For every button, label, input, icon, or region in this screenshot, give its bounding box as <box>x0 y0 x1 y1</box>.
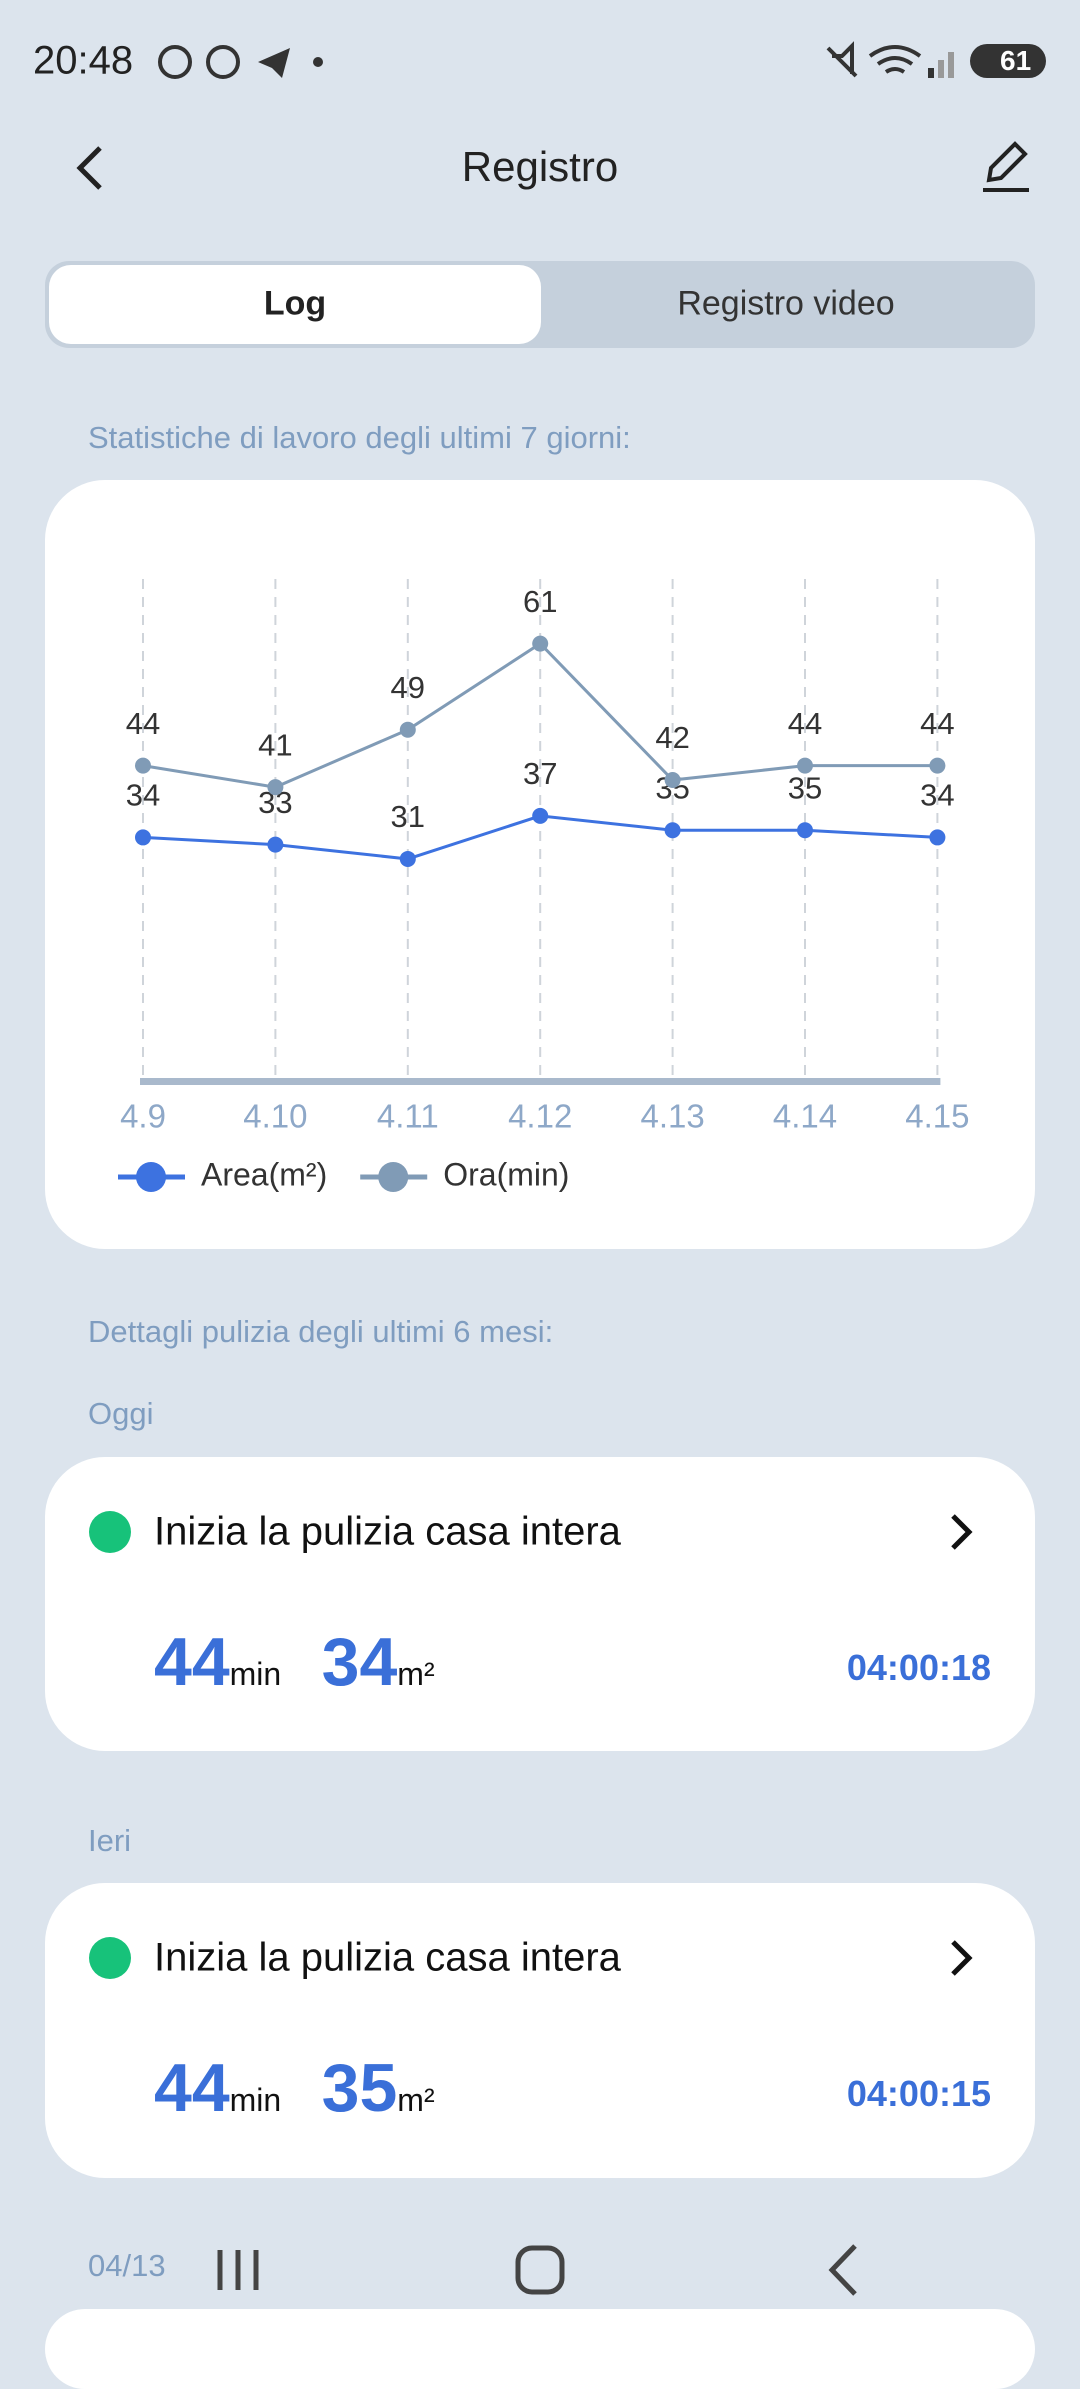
data-point <box>664 772 681 788</box>
data-label: 34 <box>126 778 160 813</box>
navigation-bar <box>217 2244 857 2296</box>
page-title: Registro <box>461 143 619 190</box>
record-title: Inizia la pulizia casa intera <box>154 1935 621 1980</box>
edit-button[interactable] <box>975 138 1035 198</box>
chevron[interactable] <box>945 1512 979 1552</box>
section-label: Statistiche di lavoro degli ultimi 7 gio… <box>88 420 631 455</box>
data-point <box>532 635 549 652</box>
battery <box>970 44 1046 78</box>
chart-card: 4.94.104.114.124.134.144.153433313735353… <box>45 480 1035 1249</box>
record-date: 04/13 <box>88 2248 166 2283</box>
data-point <box>267 779 284 796</box>
record-date: Ieri <box>88 1823 132 1858</box>
recent-apps[interactable] <box>217 2250 259 2290</box>
data-label: 31 <box>391 799 425 834</box>
minutes: 44 <box>154 2050 230 2126</box>
battery-level: 61 <box>1000 45 1032 76</box>
chart: 4.94.104.114.124.134.144.153433313735353… <box>118 579 970 1192</box>
record-title: Inizia la pulizia casa intera <box>154 1509 621 1554</box>
section-label: Dettagli pulizia degli ultimi 6 mesi: <box>88 1314 554 1349</box>
legend-swatch-dot <box>136 1162 166 1192</box>
data-label: 61 <box>523 584 557 619</box>
record-time: 04:00:15 <box>846 2073 991 2114</box>
x-tick-label: 4.13 <box>640 1098 704 1135</box>
data-point <box>929 757 946 774</box>
data-label: 44 <box>788 706 822 741</box>
area: 35 <box>321 2050 398 2126</box>
legend-label: Area(m²) <box>201 1156 327 1192</box>
data-point <box>267 836 284 853</box>
data-label: 44 <box>126 706 160 741</box>
data-label: 49 <box>391 670 425 705</box>
minutes: 44 <box>154 1624 230 1700</box>
tab-active[interactable] <box>49 265 541 344</box>
data-point <box>399 850 416 867</box>
record-card[interactable]: Inizia la pulizia casa intera 44min 35m²… <box>45 1883 1035 2178</box>
x-tick-label: 4.12 <box>508 1098 572 1135</box>
record-stats: 44min 34m² <box>154 1622 435 1721</box>
x-tick-label: 4.10 <box>243 1098 307 1135</box>
record-card[interactable] <box>45 2309 1035 2389</box>
data-point <box>929 829 946 846</box>
x-tick-label: 4.11 <box>377 1098 439 1135</box>
data-point <box>797 822 813 839</box>
legend-label: Ora(min) <box>443 1156 569 1192</box>
tab-label[interactable]: Log <box>263 284 327 323</box>
x-tick-label: 4.9 <box>120 1098 166 1135</box>
data-point <box>532 807 549 824</box>
x-tick-label: 4.14 <box>773 1098 837 1135</box>
area-unit: m² <box>397 2082 435 2118</box>
home[interactable] <box>515 2245 565 2295</box>
data-label: 37 <box>523 756 557 791</box>
area-unit: m² <box>397 1656 435 1692</box>
chevron[interactable] <box>945 1938 979 1978</box>
data-label: 34 <box>920 778 954 813</box>
x-tick-label: 4.15 <box>905 1098 969 1135</box>
data-label: 35 <box>788 770 822 805</box>
area: 34 <box>321 1624 398 1700</box>
data-point <box>135 757 151 774</box>
record-date: Oggi <box>88 1396 154 1431</box>
data-point <box>797 757 813 774</box>
notification-icons <box>158 45 323 79</box>
tab-label[interactable]: Registro video <box>677 284 895 323</box>
data-label: 42 <box>655 720 689 755</box>
system-icons <box>826 41 954 78</box>
status-time: 20:48 <box>33 38 134 83</box>
record-time: 04:00:18 <box>846 1647 991 1688</box>
data-label: 44 <box>920 706 954 741</box>
data-point <box>135 829 151 846</box>
status-dot <box>89 1511 131 1553</box>
status-dot <box>89 1937 131 1979</box>
data-point <box>664 822 681 839</box>
record-card[interactable]: Inizia la pulizia casa intera 44min 34m²… <box>45 1457 1035 1751</box>
minutes-unit: min <box>229 2082 282 2118</box>
legend-swatch-dot <box>378 1162 409 1192</box>
page: 20:48 61 Registro Log Registro video Sta… <box>33 38 1046 2389</box>
data-point <box>399 721 416 738</box>
data-label: 41 <box>258 727 292 762</box>
back-button[interactable] <box>66 140 116 196</box>
minutes-unit: min <box>229 1656 282 1692</box>
nav-back[interactable] <box>828 2244 857 2296</box>
record-stats: 44min 35m² <box>154 2048 435 2147</box>
